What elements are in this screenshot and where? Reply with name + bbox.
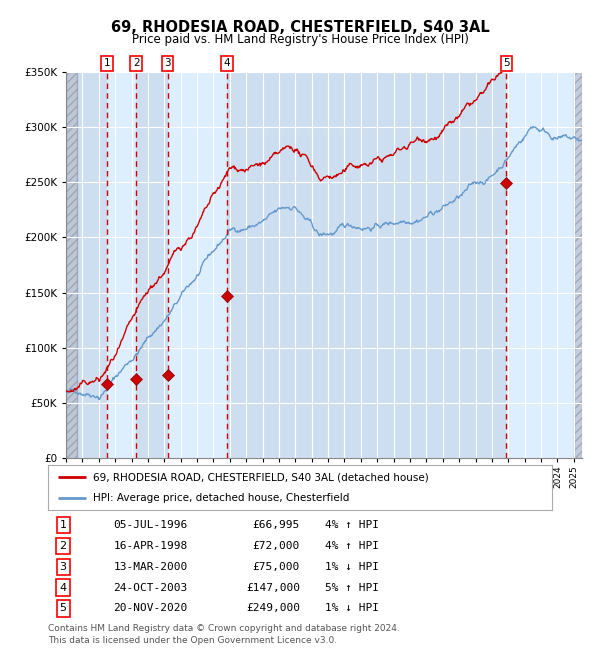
- Text: 5: 5: [503, 58, 510, 68]
- Text: £66,995: £66,995: [253, 520, 300, 530]
- Text: Contains HM Land Registry data © Crown copyright and database right 2024.: Contains HM Land Registry data © Crown c…: [48, 624, 400, 633]
- Text: 1% ↓ HPI: 1% ↓ HPI: [325, 562, 379, 572]
- Text: 1% ↓ HPI: 1% ↓ HPI: [325, 603, 379, 614]
- Text: 4% ↑ HPI: 4% ↑ HPI: [325, 520, 379, 530]
- Bar: [66, 72, 77, 458]
- Text: 5% ↑ HPI: 5% ↑ HPI: [325, 582, 379, 593]
- Text: £147,000: £147,000: [246, 582, 300, 593]
- Text: 69, RHODESIA ROAD, CHESTERFIELD, S40 3AL (detached house): 69, RHODESIA ROAD, CHESTERFIELD, S40 3AL…: [94, 473, 429, 482]
- Text: £72,000: £72,000: [253, 541, 300, 551]
- Text: HPI: Average price, detached house, Chesterfield: HPI: Average price, detached house, Ches…: [94, 493, 350, 502]
- Text: 3: 3: [164, 58, 171, 68]
- Text: 2: 2: [133, 58, 140, 68]
- Text: £75,000: £75,000: [253, 562, 300, 572]
- Text: 4: 4: [224, 58, 230, 68]
- Text: 3: 3: [59, 562, 67, 572]
- Text: This data is licensed under the Open Government Licence v3.0.: This data is licensed under the Open Gov…: [48, 636, 337, 645]
- Text: 5: 5: [59, 603, 67, 614]
- Bar: [506, 72, 582, 458]
- Text: 1: 1: [59, 520, 67, 530]
- Bar: [136, 72, 167, 458]
- Bar: [227, 72, 506, 458]
- Bar: [574, 72, 582, 458]
- Text: 4: 4: [59, 582, 67, 593]
- Text: 13-MAR-2000: 13-MAR-2000: [113, 562, 188, 572]
- Text: £249,000: £249,000: [246, 603, 300, 614]
- Bar: [167, 72, 227, 458]
- Text: 05-JUL-1996: 05-JUL-1996: [113, 520, 188, 530]
- Text: 24-OCT-2003: 24-OCT-2003: [113, 582, 188, 593]
- Text: 16-APR-1998: 16-APR-1998: [113, 541, 188, 551]
- Text: 4% ↑ HPI: 4% ↑ HPI: [325, 541, 379, 551]
- Bar: [66, 72, 107, 458]
- Text: 20-NOV-2020: 20-NOV-2020: [113, 603, 188, 614]
- Text: 1: 1: [104, 58, 110, 68]
- Text: 2: 2: [59, 541, 67, 551]
- Text: 69, RHODESIA ROAD, CHESTERFIELD, S40 3AL: 69, RHODESIA ROAD, CHESTERFIELD, S40 3AL: [110, 20, 490, 34]
- Text: Price paid vs. HM Land Registry's House Price Index (HPI): Price paid vs. HM Land Registry's House …: [131, 32, 469, 46]
- Bar: [107, 72, 136, 458]
